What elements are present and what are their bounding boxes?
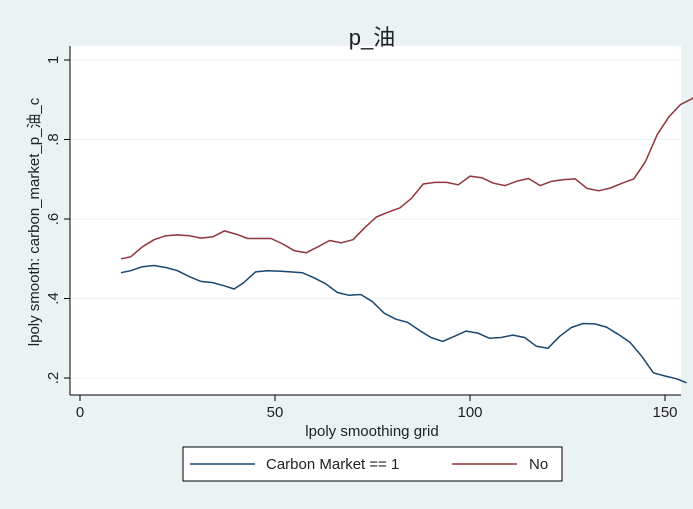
x-tick-label: 150	[652, 404, 677, 421]
y-tick-label: .8	[45, 133, 62, 146]
legend-label-carbon-market: Carbon Market == 1	[266, 456, 399, 473]
grid-layer	[70, 59, 681, 379]
chart-title: p_油	[349, 25, 395, 50]
y-tick-label: 1	[45, 56, 62, 64]
series-line-no	[120, 96, 693, 260]
y-tick-label: .4	[45, 292, 62, 305]
y-axis-title: lpoly smooth: carbon_market_p_油_c	[26, 97, 43, 346]
legend-label-no: No	[529, 456, 548, 473]
x-tick-label: 100	[457, 404, 482, 421]
series-layer	[120, 96, 693, 384]
x-tick-label: 50	[267, 404, 284, 421]
tick-layer: .2 .4 .6 .8 1 0 50 100 150	[45, 56, 678, 421]
y-tick-label: .2	[45, 372, 62, 385]
series-line-carbon-market	[120, 264, 687, 384]
y-tick-label: .6	[45, 213, 62, 226]
x-tick-label: 0	[76, 404, 84, 421]
plot-region	[70, 46, 681, 395]
x-axis-title: lpoly smoothing grid	[305, 423, 438, 440]
legend: Carbon Market == 1 No	[182, 446, 563, 482]
